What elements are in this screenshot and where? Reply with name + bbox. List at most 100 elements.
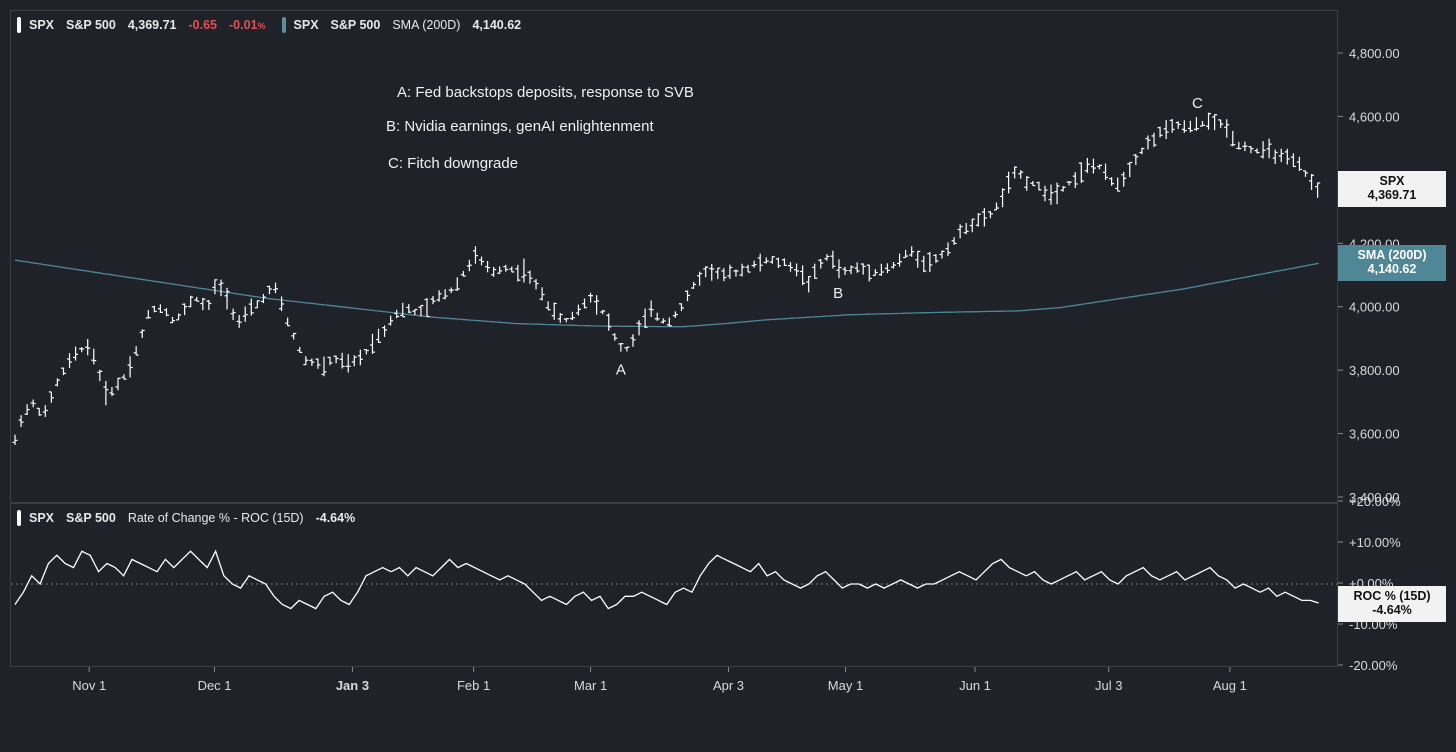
price-chart-panel[interactable]: SPX S&P 500 4,369.71 -0.65 -0.01% SPX S&… <box>10 10 1338 503</box>
spx-price-bar <box>1224 119 1230 138</box>
spx-price-bar <box>303 356 309 366</box>
spx-price-bar <box>351 355 357 367</box>
spx-price-bar <box>957 224 963 239</box>
spx-price-bar <box>85 339 91 356</box>
x-tick-label: Mar 1 <box>574 678 607 693</box>
roc-chart-panel[interactable]: SPX S&P 500 Rate of Change % - ROC (15D)… <box>10 503 1339 668</box>
spx-price-bar <box>1309 174 1315 190</box>
spx-price-bar <box>218 279 224 297</box>
spx-price-bar <box>987 211 993 219</box>
spx-price-bar <box>606 313 612 331</box>
spx-price-bar <box>569 311 575 321</box>
spx-price-bar <box>1236 141 1242 150</box>
spx-price-bar <box>721 268 727 282</box>
x-tick-label: Jul 3 <box>1095 678 1122 693</box>
spx-price-bar <box>503 264 509 272</box>
sma-tag-value: 4,140.62 <box>1367 262 1417 276</box>
spx-price-bar <box>182 303 188 316</box>
event-marker-a: A <box>616 361 626 378</box>
spx-price-tag: SPX 4,369.71 <box>1338 171 1446 207</box>
spx-price-bar <box>884 263 890 274</box>
spx-price-bar <box>533 279 539 290</box>
spx-price-bar <box>1315 182 1321 198</box>
spx-price-bar <box>1139 147 1145 155</box>
spx-price-bar <box>890 262 896 269</box>
spx-price-bar <box>630 334 636 347</box>
spx-price-bar <box>557 312 563 323</box>
spx-price-bar <box>151 305 157 313</box>
spx-price-bar <box>818 258 824 269</box>
spx-price-bar <box>551 302 557 320</box>
spx-price-bar <box>1030 181 1036 187</box>
spx-price-bar <box>872 269 878 276</box>
legend-sma-label: SMA (200D) <box>392 18 461 32</box>
spx-price-bar <box>406 303 412 314</box>
spx-price-bar <box>491 266 497 277</box>
spx-price-bar <box>472 246 478 264</box>
spx-price-bar <box>563 318 569 323</box>
spx-price-bar <box>788 262 794 272</box>
spx-price-bar <box>1151 132 1157 148</box>
roc-tag-title: ROC % (15D) <box>1353 589 1431 603</box>
spx-price-bar <box>157 304 163 313</box>
spx-price-bar <box>273 282 279 294</box>
spx-price-bar <box>1169 118 1175 133</box>
spx-price-bar <box>1242 141 1248 152</box>
spx-price-bar <box>1042 185 1048 202</box>
roc-chart-plot[interactable] <box>11 504 1339 668</box>
spx-price-bar <box>915 250 921 268</box>
spx-price-bar <box>806 275 812 293</box>
spx-price-bar <box>1302 170 1308 177</box>
spx-price-bar <box>1103 163 1109 180</box>
spx-price-bar <box>109 387 115 397</box>
spx-price-bar <box>733 269 739 277</box>
spx-price-bar <box>79 347 85 353</box>
spx-price-bar <box>188 295 194 308</box>
spx-price-bar <box>939 250 945 259</box>
spx-price-bar <box>781 258 787 266</box>
spx-price-bar <box>442 289 448 300</box>
spx-price-bar <box>103 380 109 406</box>
spx-price-bar <box>1187 120 1193 133</box>
spx-price-bar <box>224 287 230 310</box>
x-tick-label: Dec 1 <box>198 678 232 693</box>
price-y-tick-label: 4,600.00 <box>1349 109 1400 124</box>
spx-price-bar <box>321 356 327 377</box>
spx-price-bar <box>266 285 272 295</box>
price-chart-plot[interactable]: A B C <box>11 11 1339 504</box>
spx-ohlc-bars <box>12 112 1321 445</box>
spx-price-bar <box>575 304 581 316</box>
annotation-b-text: B: Nvidia earnings, genAI enlightenment <box>386 118 654 135</box>
spx-price-bar <box>12 434 18 445</box>
spx-tag-title: SPX <box>1379 174 1405 188</box>
spx-price-bar <box>1260 141 1266 159</box>
spx-price-bar <box>315 358 321 369</box>
spx-price-bar <box>236 314 242 328</box>
x-tick-label: Apr 3 <box>713 678 744 693</box>
spx-price-bar <box>145 309 151 319</box>
spx-price-bar <box>91 348 97 365</box>
spx-price-bar <box>618 343 624 352</box>
spx-price-bar <box>254 300 260 309</box>
spx-price-bar <box>394 309 400 319</box>
spx-price-bar <box>951 237 957 245</box>
spx-price-bar <box>163 308 169 317</box>
spx-price-bar <box>697 271 703 286</box>
roc-line <box>14 549 1319 610</box>
spx-price-bar <box>1109 177 1115 186</box>
spx-price-bar <box>297 346 303 353</box>
spx-price-bar <box>1290 153 1296 168</box>
spx-price-bar <box>969 218 975 233</box>
spx-price-bar <box>479 256 485 266</box>
spx-price-bar <box>73 346 79 361</box>
spx-price-bar <box>1072 172 1078 189</box>
spx-price-bar <box>376 328 382 343</box>
spx-price-bar <box>139 329 145 339</box>
spx-price-bar <box>1066 181 1072 186</box>
spx-price-bar <box>757 253 763 272</box>
price-legend: SPX S&P 500 4,369.71 -0.65 -0.01% SPX S&… <box>17 17 533 33</box>
spx-price-bar <box>170 316 176 324</box>
spx-price-bar <box>127 356 133 378</box>
legend-name: S&P 500 <box>66 18 116 32</box>
spx-price-bar <box>42 405 48 418</box>
